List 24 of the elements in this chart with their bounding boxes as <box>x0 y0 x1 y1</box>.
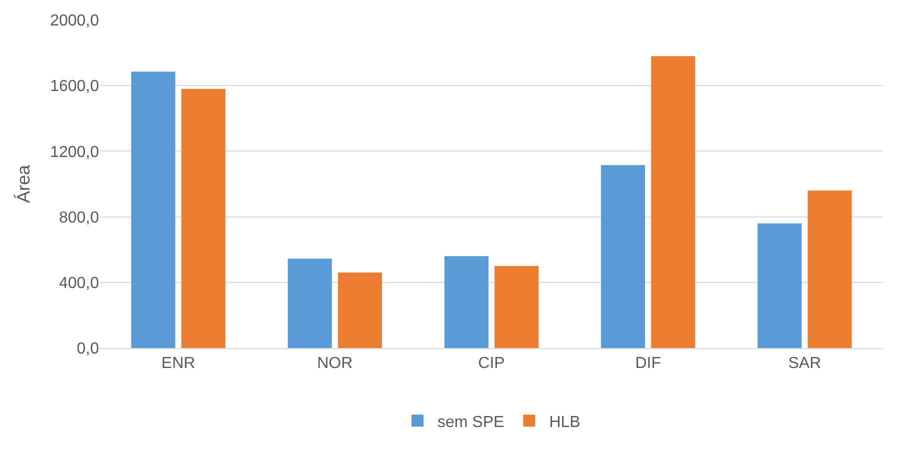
y-tick-label: 1200,0 <box>50 144 100 161</box>
y-axis-title: Área <box>13 164 34 204</box>
x-tick-label: SAR <box>788 355 822 372</box>
bar <box>494 266 539 348</box>
y-tick-label: 400,0 <box>58 275 100 292</box>
y-tick-label: 1600,0 <box>50 78 100 96</box>
x-tick-label: NOR <box>317 355 353 372</box>
bar <box>288 258 332 348</box>
bar <box>338 272 382 348</box>
legend-label: HLB <box>549 414 580 431</box>
bar <box>808 190 852 348</box>
bar <box>600 165 646 348</box>
bar <box>131 72 176 348</box>
x-tick-label: ENR <box>161 355 196 372</box>
y-tick-label: 800,0 <box>58 209 100 226</box>
bar <box>444 256 488 348</box>
y-tick-label: 0,0 <box>76 340 100 358</box>
bar <box>758 223 802 348</box>
legend-label: sem SPE <box>438 414 504 431</box>
x-tick-label: CIP <box>478 355 505 372</box>
y-tick-label: 2000,0 <box>50 12 100 30</box>
x-tick-label: DIF <box>635 355 662 372</box>
bar <box>651 56 696 348</box>
bar <box>181 88 226 348</box>
